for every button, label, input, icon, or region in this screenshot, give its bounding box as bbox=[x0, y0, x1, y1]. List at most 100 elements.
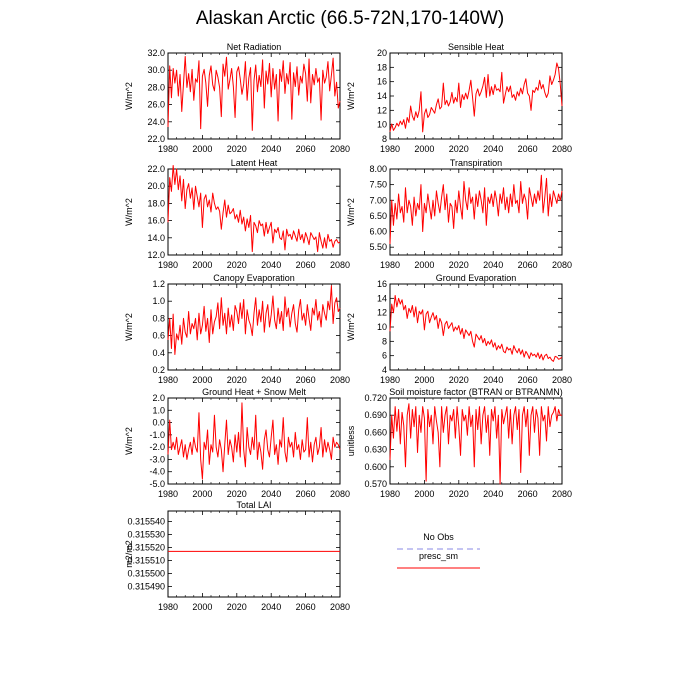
series-line-presc-sm bbox=[167, 402, 341, 480]
x-tick-label: 2060 bbox=[296, 489, 316, 499]
y-tick-label: 22.0 bbox=[147, 164, 165, 174]
x-tick-label: 2060 bbox=[518, 489, 538, 499]
y-tick-label: -5.0 bbox=[149, 479, 165, 489]
y-tick-label: 8 bbox=[382, 336, 387, 346]
panel-title: Latent Heat bbox=[231, 158, 278, 168]
y-tick-label: 0.570 bbox=[364, 479, 387, 489]
x-tick-label: 2020 bbox=[449, 375, 469, 385]
x-tick-label: 2040 bbox=[483, 144, 503, 154]
y-axis-label: unitless bbox=[346, 425, 356, 456]
panel-1: Net Radiation W/m^2 1980 2000 2020 2040 2060 20… bbox=[124, 42, 350, 154]
x-tick-label: 2040 bbox=[483, 375, 503, 385]
y-tick-label: -3.0 bbox=[149, 454, 165, 464]
x-tick-label: 2000 bbox=[414, 375, 434, 385]
panel-title: Sensible Heat bbox=[448, 42, 505, 52]
x-tick-label: 2000 bbox=[192, 375, 212, 385]
y-tick-label: 16 bbox=[377, 77, 387, 87]
y-axis-label: W/m^2 bbox=[124, 427, 134, 455]
panel-title: Transpiration bbox=[450, 158, 502, 168]
x-tick-label: 2080 bbox=[330, 489, 350, 499]
panel-7: Ground Heat + Snow Melt W/m^2 1980 2000 2020… bbox=[124, 387, 350, 499]
panel-9: Total LAI m2/m2 1980 2000 2020 2040 2060 2080 0.… bbox=[124, 500, 350, 612]
y-axis-label: W/m^2 bbox=[346, 82, 356, 110]
y-tick-label: 28.0 bbox=[147, 82, 165, 92]
y-tick-label: 6.00 bbox=[369, 227, 387, 237]
x-tick-label: 2040 bbox=[261, 375, 281, 385]
y-tick-label: 10 bbox=[377, 322, 387, 332]
y-tick-label: 1.0 bbox=[152, 296, 165, 306]
x-tick-label: 1980 bbox=[380, 375, 400, 385]
x-tick-label: 1980 bbox=[380, 489, 400, 499]
x-tick-label: 2060 bbox=[296, 602, 316, 612]
series-line-presc-sm bbox=[389, 62, 563, 133]
x-tick-label: 1980 bbox=[158, 375, 178, 385]
y-tick-label: 5.50 bbox=[369, 242, 387, 252]
x-tick-label: 2000 bbox=[414, 260, 434, 270]
y-tick-label: 6 bbox=[382, 351, 387, 361]
x-tick-label: 2000 bbox=[192, 260, 212, 270]
x-tick-label: 2040 bbox=[261, 489, 281, 499]
x-tick-label: 2060 bbox=[296, 375, 316, 385]
series-line-presc-sm bbox=[167, 165, 341, 253]
series-line-presc-sm bbox=[389, 174, 563, 245]
x-tick-label: 2080 bbox=[552, 144, 572, 154]
x-tick-label: 2080 bbox=[330, 602, 350, 612]
y-tick-label: 0.315520 bbox=[127, 542, 165, 552]
x-tick-label: 2000 bbox=[192, 144, 212, 154]
x-tick-label: 1980 bbox=[158, 260, 178, 270]
y-tick-label: 0.315490 bbox=[127, 582, 165, 592]
y-tick-label: 12.0 bbox=[147, 250, 165, 260]
y-tick-label: 0.6 bbox=[152, 331, 165, 341]
x-tick-label: 2040 bbox=[261, 602, 281, 612]
x-tick-label: 2000 bbox=[414, 489, 434, 499]
x-tick-label: 2060 bbox=[296, 144, 316, 154]
y-tick-label: 22.0 bbox=[147, 134, 165, 144]
y-tick-label: 18.0 bbox=[147, 198, 165, 208]
y-tick-label: 0.690 bbox=[364, 410, 387, 420]
y-tick-label: 16 bbox=[377, 279, 387, 289]
x-tick-label: 2080 bbox=[330, 260, 350, 270]
panel-title: Soil moisture factor (BTRAN or BTRANMN) bbox=[389, 387, 563, 397]
x-tick-label: 2000 bbox=[414, 144, 434, 154]
y-tick-label: 0.315510 bbox=[127, 556, 165, 566]
y-tick-label: 24.0 bbox=[147, 117, 165, 127]
panel-8: Soil moisture factor (BTRAN or BTRANMN) u… bbox=[346, 387, 572, 499]
series-line-presc-sm bbox=[389, 294, 563, 362]
y-tick-label: 12 bbox=[377, 308, 387, 318]
panel-4: Transpiration W/m^2 1980 2000 2020 2040 2060 20… bbox=[346, 158, 572, 270]
y-tick-label: 0.315540 bbox=[127, 516, 165, 526]
y-tick-label: 4 bbox=[382, 365, 387, 375]
y-axis-label: W/m^2 bbox=[346, 198, 356, 226]
y-axis-label: W/m^2 bbox=[124, 313, 134, 341]
y-axis-label: W/m^2 bbox=[346, 313, 356, 341]
y-tick-label: 0.600 bbox=[364, 462, 387, 472]
y-tick-label: -4.0 bbox=[149, 467, 165, 477]
x-tick-label: 2020 bbox=[449, 489, 469, 499]
y-tick-label: 0.2 bbox=[152, 365, 165, 375]
y-tick-label: 1.0 bbox=[152, 405, 165, 415]
y-tick-label: 26.0 bbox=[147, 100, 165, 110]
series-line-presc-sm bbox=[167, 55, 341, 131]
panel-title: Total LAI bbox=[236, 500, 271, 510]
x-tick-label: 2080 bbox=[552, 260, 572, 270]
plot-frame bbox=[167, 510, 341, 598]
x-tick-label: 1980 bbox=[158, 489, 178, 499]
panel-3: Latent Heat W/m^2 1980 2000 2020 2040 2060 2080… bbox=[124, 158, 350, 270]
x-tick-label: 2020 bbox=[227, 144, 247, 154]
y-axis-label: W/m^2 bbox=[124, 198, 134, 226]
panel-title: Canopy Evaporation bbox=[213, 273, 295, 283]
legend-label: No Obs bbox=[423, 532, 454, 542]
x-tick-label: 2020 bbox=[449, 144, 469, 154]
x-tick-label: 2040 bbox=[261, 260, 281, 270]
x-tick-label: 1980 bbox=[158, 144, 178, 154]
x-tick-label: 2000 bbox=[192, 489, 212, 499]
plot-frame bbox=[167, 168, 341, 256]
y-tick-label: 0.315530 bbox=[127, 529, 165, 539]
y-axis-label: m2/m2 bbox=[124, 540, 134, 568]
y-tick-label: 7.00 bbox=[369, 195, 387, 205]
x-tick-label: 2040 bbox=[483, 260, 503, 270]
y-tick-label: 0.660 bbox=[364, 427, 387, 437]
panel-title: Net Radiation bbox=[227, 42, 282, 52]
x-tick-label: 2080 bbox=[330, 144, 350, 154]
y-tick-label: 12 bbox=[377, 105, 387, 115]
